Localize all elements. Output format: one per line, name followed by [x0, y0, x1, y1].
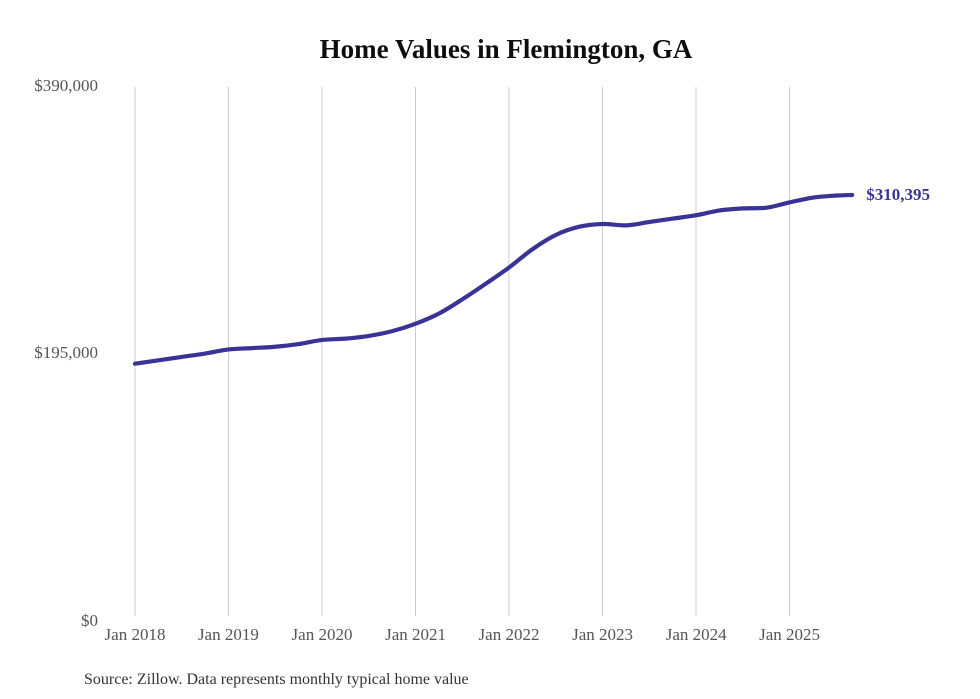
- gridlines: [134, 87, 791, 616]
- y-tick-label-195000: $195,000: [34, 343, 98, 362]
- x-tick-label-jan-2018: Jan 2018: [105, 625, 166, 644]
- source-note: Source: Zillow. Data represents monthly …: [84, 671, 469, 688]
- y-axis-tick-labels: $390,000 $195,000 $0: [34, 76, 98, 630]
- x-axis-tick-labels: Jan 2018 Jan 2019 Jan 2020 Jan 2021 Jan …: [105, 625, 821, 644]
- x-tick-label-jan-2019: Jan 2019: [198, 625, 259, 644]
- x-tick-label-jan-2022: Jan 2022: [479, 625, 540, 644]
- x-tick-label-jan-2025: Jan 2025: [759, 625, 820, 644]
- end-value-label: $310,395: [866, 185, 930, 204]
- x-tick-label-jan-2021: Jan 2021: [385, 625, 446, 644]
- x-tick-label-jan-2023: Jan 2023: [572, 625, 633, 644]
- y-tick-label-0: $0: [81, 611, 98, 630]
- y-tick-label-390000: $390,000: [34, 76, 98, 95]
- x-tick-label-jan-2020: Jan 2020: [292, 625, 353, 644]
- chart-title: Home Values in Flemington, GA: [320, 34, 693, 64]
- home-value-series-line: [132, 192, 855, 366]
- x-tick-label-jan-2024: Jan 2024: [666, 625, 727, 644]
